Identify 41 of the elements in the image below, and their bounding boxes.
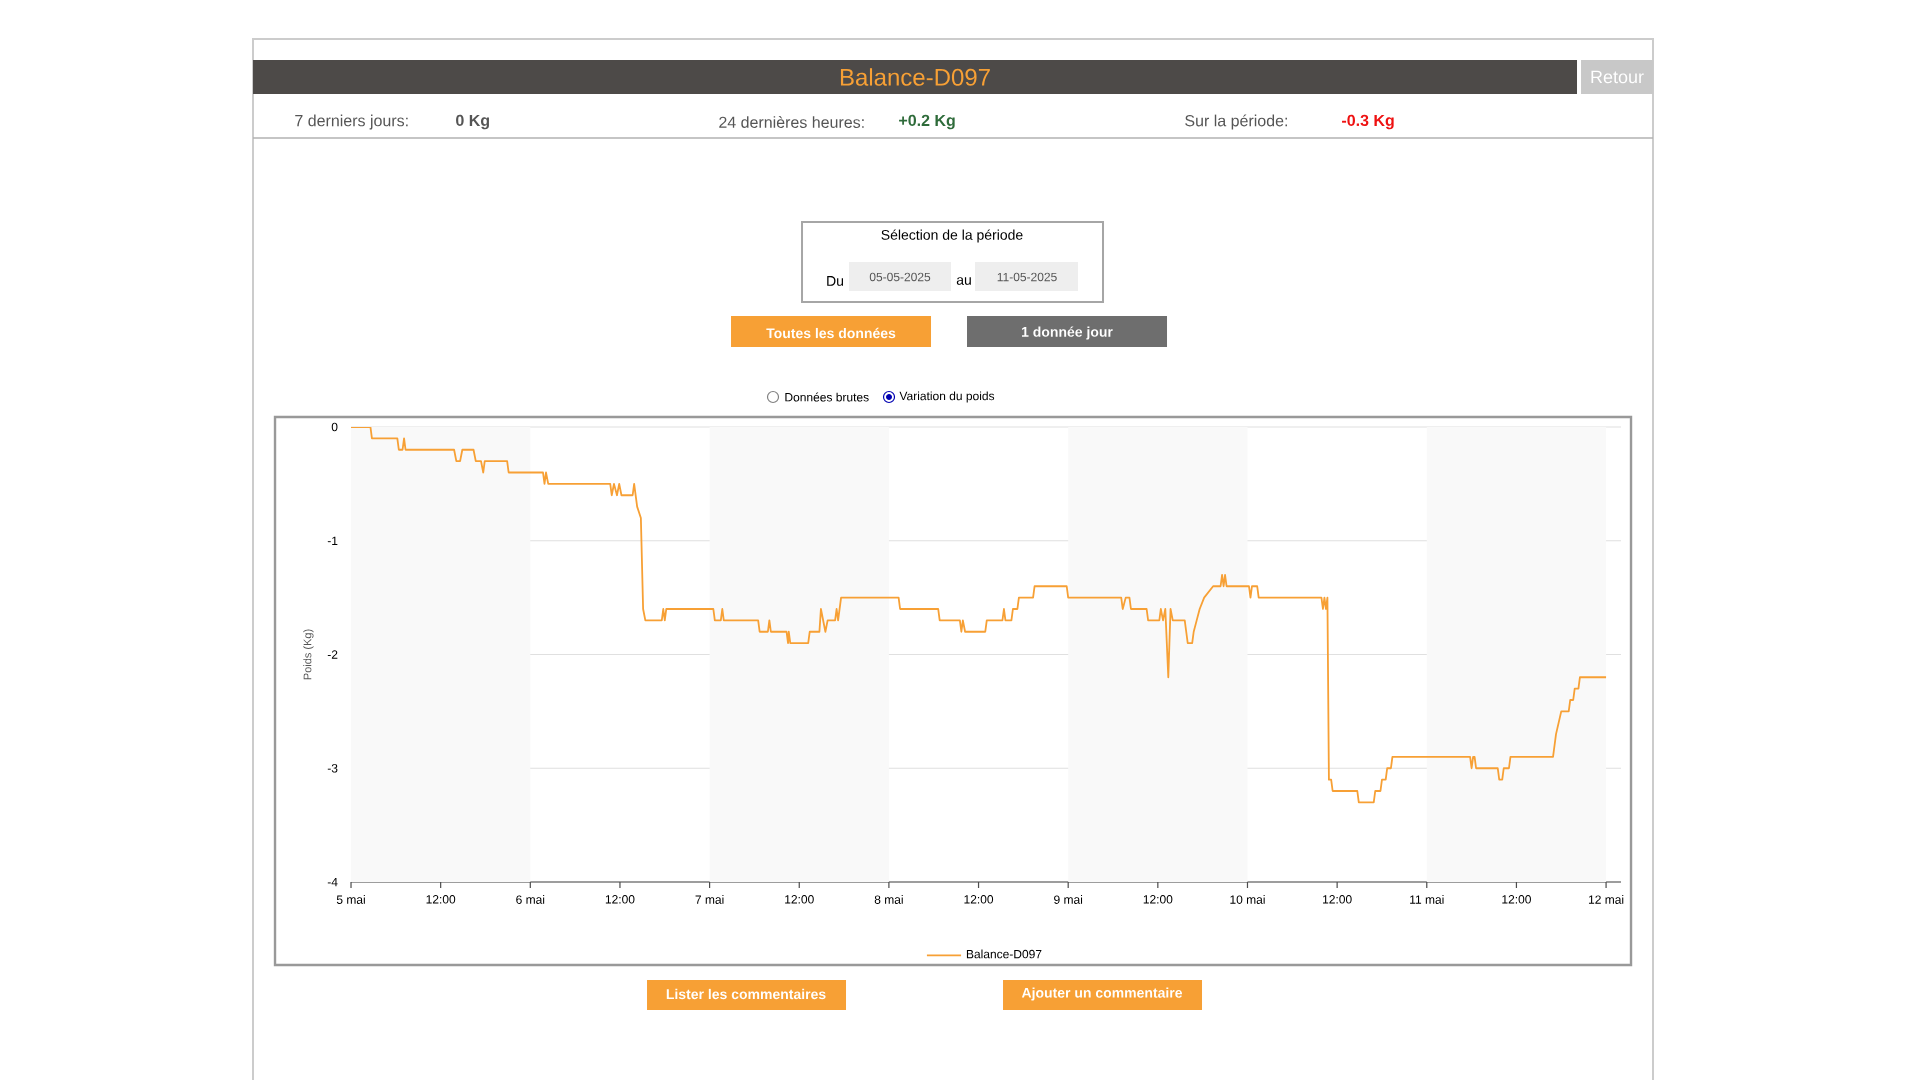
text: 24 dernières heures: [719,116,864,128]
text: Du [827,276,844,286]
x-tick-label: 9 mai [1054,895,1083,904]
x-tick-label: 12:00 [426,895,456,904]
x-tick-label: 12:00 [1323,895,1352,904]
text: 7 derniers jours: [295,114,408,130]
x-tick-label: 5 mai [336,895,365,904]
y-tick-label: -3 [327,764,338,773]
y-tick-label: -4 [327,877,338,887]
text: 11-05-2025 [997,272,1057,282]
text: Lister les commentaires [666,988,826,1000]
legend-label: Balance-D097 [966,949,1042,959]
text: Toutes les données [766,327,896,339]
text: au [956,277,971,285]
x-tick-label: 8 mai [874,895,903,904]
text: Variation du poids [899,391,995,403]
x-tick-label: 6 mai [516,895,545,904]
text: +0.2 Kg [899,114,955,130]
text: Sur la période: [1185,114,1287,130]
y-axis-title: Poids (Kg) [303,629,314,680]
y-tick-label: -1 [327,536,338,545]
text: Sélection de la période [881,229,1023,243]
line-series [351,427,1607,804]
x-tick-label: 12:00 [605,895,635,904]
text: 05-05-2025 [869,272,931,282]
text: 1 donnée jour [1022,326,1113,340]
x-tick-label: 10 mai [1230,895,1265,904]
x-tick-label: 12:00 [1143,895,1173,904]
y-tick-label: -2 [327,650,338,659]
text: Ajouter un commentaire [1021,987,1183,1001]
y-tick-label: 0 [331,422,338,432]
x-tick-label: 12:00 [1502,895,1531,904]
x-tick-label: 11 mai [1410,895,1444,904]
x-tick-label: 12:00 [785,895,814,904]
x-tick-label: 12:00 [964,895,994,904]
x-tick-label: 12 mai [1588,895,1624,904]
text: Données brutes [785,392,869,402]
text: 0 Kg [456,114,489,130]
text: -0.3 Kg [1342,114,1394,130]
chart-title: Balance-D097 [840,68,990,86]
x-tick-label: 7 mai [695,895,724,904]
